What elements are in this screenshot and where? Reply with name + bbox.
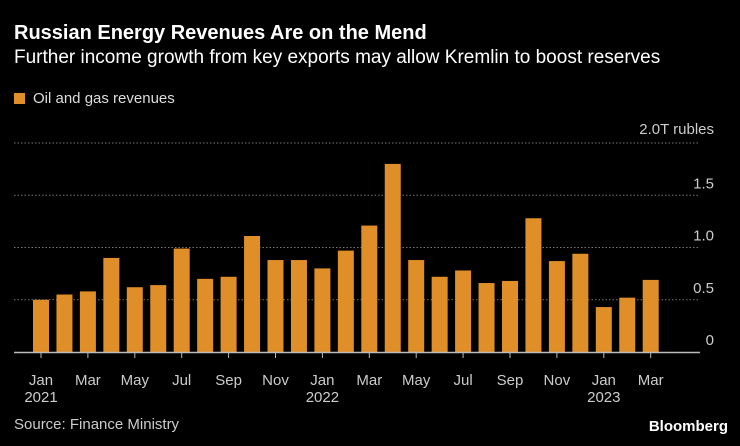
x-tick-label: Jan — [310, 372, 334, 389]
bar — [619, 297, 636, 352]
x-tick-label: May — [402, 372, 431, 389]
y-tick-label: 1.5 — [693, 175, 714, 192]
bar — [572, 253, 589, 352]
bar — [220, 276, 237, 352]
bar — [126, 287, 143, 352]
source-note: Source: Finance Ministry — [14, 416, 180, 433]
x-tick-label: Jul — [172, 372, 191, 389]
unit-label: 2.0T rubles — [639, 121, 714, 138]
x-tick-label: Sep — [497, 372, 524, 389]
bar — [642, 279, 659, 352]
bar — [548, 261, 565, 352]
x-tick-label: Jan — [29, 372, 53, 389]
bar — [290, 260, 307, 352]
y-tick-label: 1.0 — [693, 228, 714, 245]
x-tick-label: Jan — [592, 372, 616, 389]
bar — [337, 250, 354, 352]
x-tick-year: 2023 — [587, 389, 620, 406]
x-tick-label: Mar — [75, 372, 101, 389]
legend: Oil and gas revenues — [14, 90, 175, 107]
legend-swatch — [14, 93, 25, 104]
chart-subtitle: Further income growth from key exports m… — [14, 47, 661, 68]
bar — [267, 260, 284, 352]
chart-title: Russian Energy Revenues Are on the Mend — [14, 22, 427, 44]
bar — [103, 257, 120, 352]
bar — [525, 218, 542, 352]
bloomberg-logo: Bloomberg — [648, 418, 728, 435]
x-tick-label: Nov — [262, 372, 289, 389]
x-tick-label: Mar — [356, 372, 382, 389]
bar — [455, 270, 472, 352]
bar — [314, 268, 331, 352]
x-tick-label: Nov — [544, 372, 571, 389]
bar — [502, 280, 518, 352]
bar — [384, 163, 401, 352]
bar — [33, 299, 49, 352]
x-tick-label: Jul — [454, 372, 473, 389]
legend-label: Oil and gas revenues — [33, 90, 175, 107]
x-tick-label: May — [121, 372, 150, 389]
bar — [79, 291, 96, 352]
bar — [197, 278, 214, 352]
y-tick-label: 0 — [706, 332, 714, 349]
bar — [431, 276, 448, 352]
bar — [595, 307, 612, 352]
x-tick-year: 2022 — [306, 389, 339, 406]
bar — [56, 294, 73, 352]
x-tick-label: Mar — [638, 372, 664, 389]
bar — [173, 248, 190, 352]
bar — [361, 225, 378, 352]
x-tick-year: 2021 — [24, 389, 57, 406]
bar — [150, 285, 167, 352]
bar — [244, 236, 261, 352]
bar — [478, 283, 495, 352]
y-tick-label: 0.5 — [693, 280, 714, 297]
x-tick-label: Sep — [215, 372, 242, 389]
bar — [408, 260, 425, 352]
